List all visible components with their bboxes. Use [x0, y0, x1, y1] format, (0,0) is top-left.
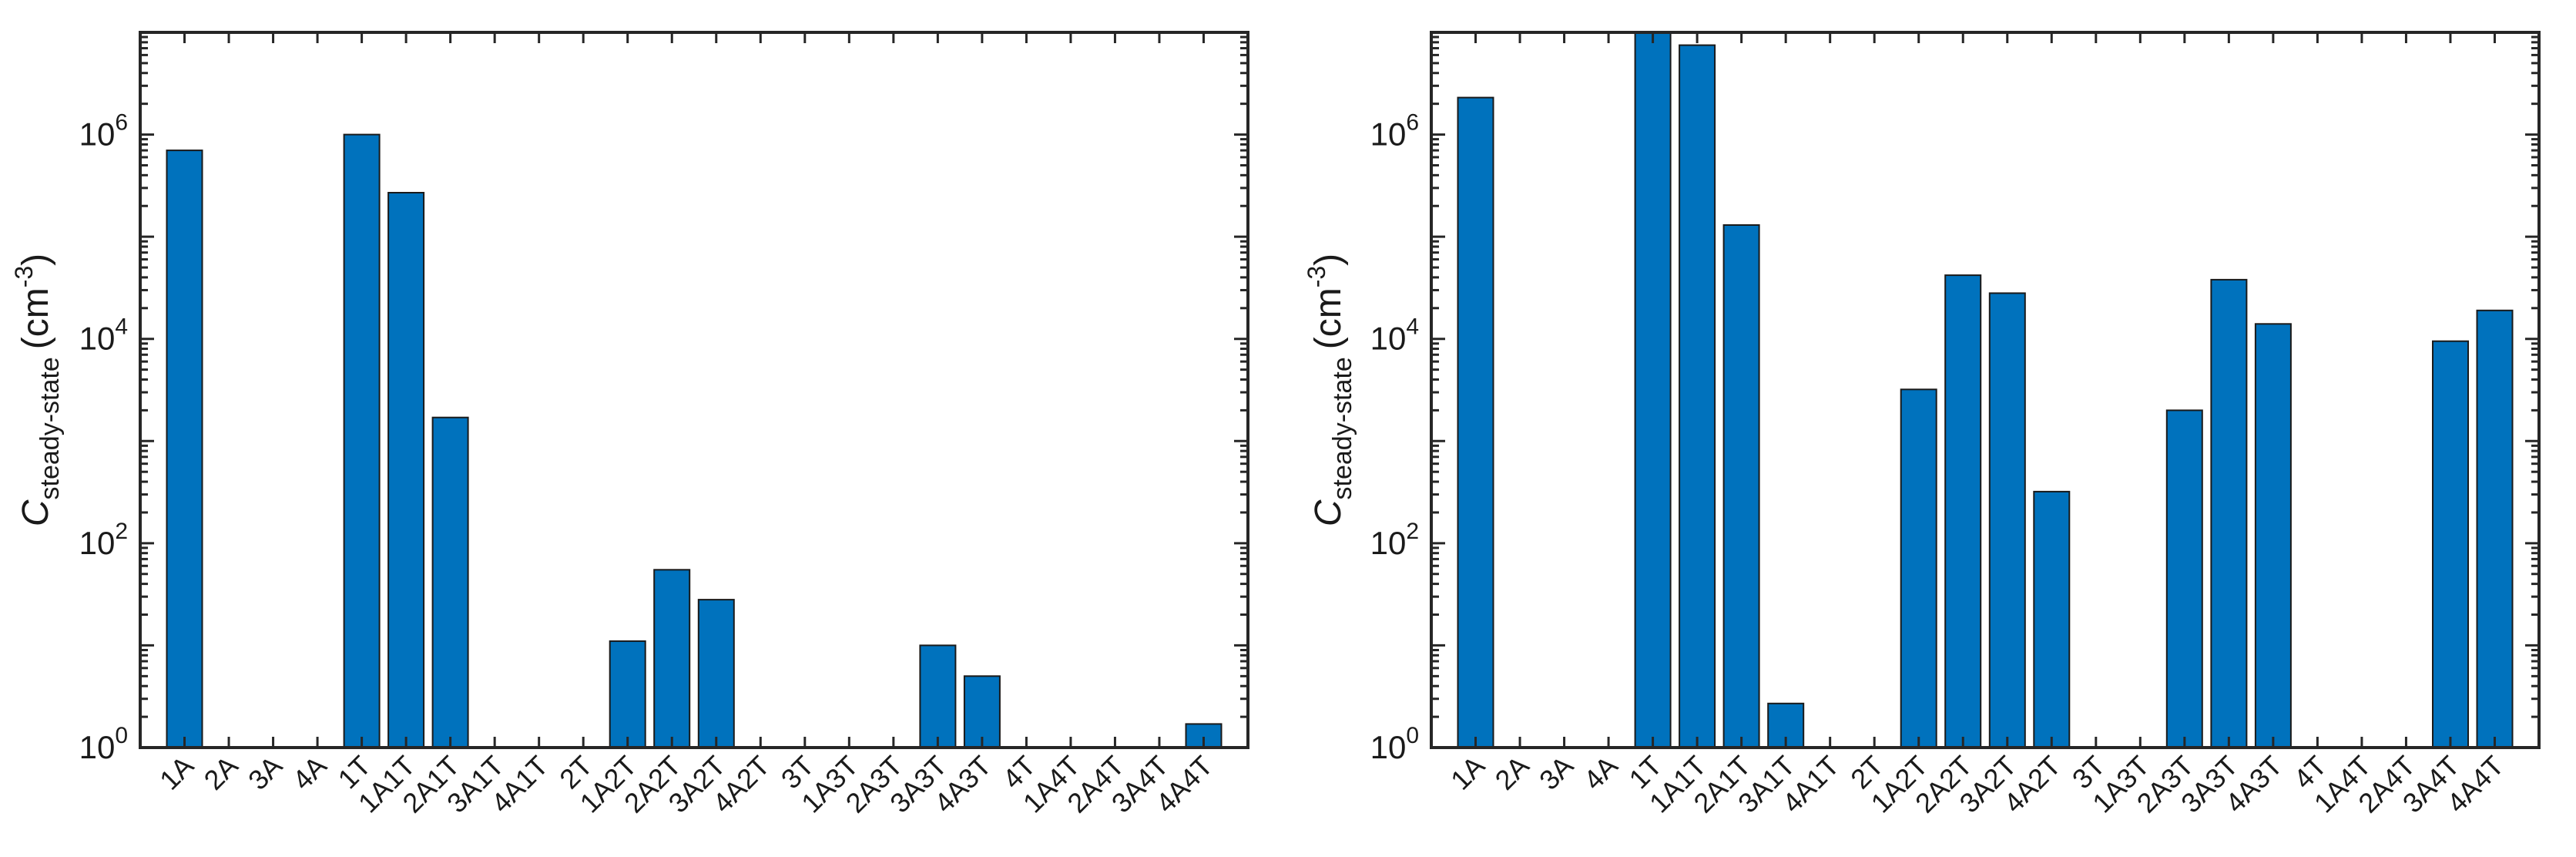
bar-1A1T	[1679, 44, 1716, 749]
x-tick-label-1A: 1A	[153, 750, 200, 796]
bar-3A3T	[2210, 278, 2248, 748]
bar-4A3T	[2254, 323, 2292, 748]
bar-1A2T	[1900, 388, 1937, 748]
y-tick-label: 104	[1370, 314, 1419, 357]
bar-2A2T	[653, 569, 691, 748]
x-tick-label-3A: 3A	[1533, 750, 1579, 796]
y-tick-label: 100	[1370, 723, 1419, 765]
bar-3A4T	[2432, 340, 2469, 748]
bar-2A2T	[1944, 274, 1982, 749]
axes-box	[139, 31, 1249, 749]
x-tick-label-3A: 3A	[242, 750, 288, 796]
y-tick-label: 102	[1370, 519, 1419, 561]
bar-1A2T	[609, 640, 646, 749]
bar-2A1T	[431, 416, 469, 748]
right-chart-panel: 1001021041061A2A3A4A1T1A1T2A1T3A1T4A1T2T…	[1303, 31, 2541, 819]
y-tick-label: 100	[79, 723, 128, 765]
x-tick-label-2A: 2A	[1489, 750, 1535, 796]
y-axis-label: Csteady-state(cm-3)	[1303, 254, 1357, 526]
axes-box	[1430, 31, 2541, 749]
bar-4A2T	[2033, 490, 2071, 749]
y-tick-label: 106	[79, 110, 128, 153]
bar-1T	[1634, 32, 1672, 748]
y-tick-label: 104	[79, 314, 128, 357]
left-chart-panel: 1001021041061A2A3A4A1T1A1T2A1T3A1T4A1T2T…	[10, 31, 1249, 819]
y-tick-label: 102	[79, 519, 128, 561]
bar-2A1T	[1722, 224, 1760, 748]
bar-3A2T	[697, 599, 735, 748]
bar-3A3T	[919, 644, 957, 749]
x-tick-label-4A: 4A	[287, 750, 333, 796]
y-tick-label: 106	[1370, 110, 1419, 153]
x-tick-label-2A: 2A	[198, 750, 244, 796]
axes-frame	[139, 31, 1249, 749]
axes-frame	[1430, 31, 2541, 749]
bar-3A2T	[1988, 292, 2026, 748]
bar-4A4T	[2476, 309, 2514, 748]
bar-4A3T	[963, 675, 1001, 748]
bar-1A	[166, 150, 203, 749]
bar-1A1T	[387, 192, 425, 748]
bar-1A	[1457, 96, 1494, 749]
x-tick-label-1A: 1A	[1444, 750, 1491, 796]
y-axis-label: Csteady-state(cm-3)	[10, 254, 65, 526]
bar-2A3T	[2165, 409, 2203, 749]
bar-1T	[343, 133, 381, 749]
x-tick-label-4A: 4A	[1578, 750, 1624, 796]
